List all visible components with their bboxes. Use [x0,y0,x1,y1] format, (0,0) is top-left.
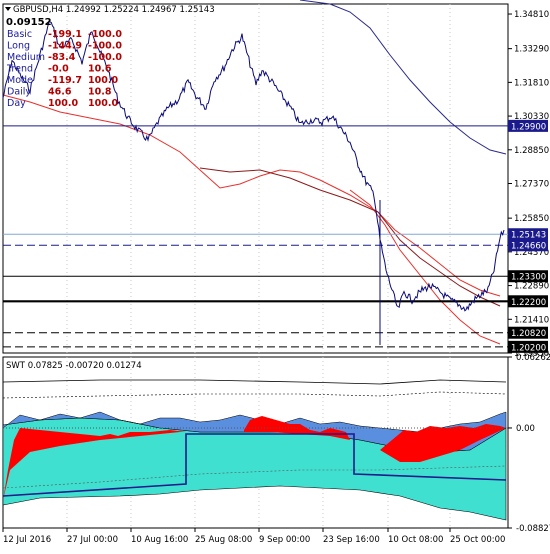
price-level-badge [508,270,548,283]
stat-value: -100.0 [88,52,122,63]
stat-value: -0.0 [48,64,69,75]
swt-inner-dash [2,465,507,489]
price-tick-label: 1.21410 [514,315,549,325]
price-level-badge [508,340,548,353]
stat-value: -199.1 [48,29,82,40]
swt-red-area [380,424,506,462]
price-level-label: 1.23300 [511,273,546,283]
indicator-title: SWT 0.07825 -0.00720 0.01274 [6,361,142,371]
stat-value: -119.7 [48,75,82,86]
swt-red-area [3,428,200,500]
indicator-tick-label: 0.06262 [516,353,550,363]
time-label: 25 Oct 00:00 [450,535,505,545]
price-level-label: 1.29900 [511,122,546,132]
stat-value: 10.6 [88,64,112,75]
price-level-label: 1.22200 [511,298,546,308]
symbol-info: GBPUSD,H4 1.24992 1.25224 1.24967 1.2514… [13,5,215,15]
indicator-tick-label: 0.00 [516,424,535,434]
stat-label: Long [7,41,30,52]
price-level-badge [508,228,548,241]
price-tick-label: 1.30330 [514,112,549,122]
price-line [2,21,505,312]
price-tick-label: 1.19930 [514,349,549,359]
ma-blue-line [299,0,507,155]
stat-label: Basic [7,29,32,40]
stat-label: Daily [7,87,31,98]
price-tick-label: 1.22890 [514,282,549,292]
stat-label: Medium [7,52,45,63]
stat-value: -83.4 [48,52,76,63]
price-tick-label: 1.24370 [514,248,549,258]
stat-value: 10.8 [88,87,112,98]
stat-value: 46.6 [48,87,72,98]
price-level-badge [508,295,548,308]
price-tick-label: 1.27370 [514,180,549,190]
time-label: 9 Sep 00:00 [259,535,310,545]
collapse-arrow-icon[interactable] [5,7,11,11]
swt-envelope-dash [2,391,507,399]
price-level-badge [508,239,548,252]
stat-label: Trend [6,64,33,75]
time-label: 25 Aug 08:00 [195,535,252,545]
ma-brown-line [199,167,501,307]
time-label: 10 Aug 16:00 [131,535,188,545]
price-tick-label: 1.33290 [514,45,549,55]
stat-value: -100.0 [88,41,122,52]
indicator-tick-label: -0.08827 [516,524,550,534]
time-label: 27 Jul 00:00 [67,535,118,545]
price-level-badge [508,119,548,132]
price-level-label: 1.25143 [511,231,546,241]
price-level-label: 1.24660 [511,242,546,252]
stat-label: Day [7,98,26,109]
stat-value: 100.0 [88,75,118,86]
price-tick-label: 1.34810 [514,10,549,20]
stat-value: 100.0 [48,98,78,109]
indicator-value: 0.09152 [6,17,52,28]
stat-label: Mode [7,75,33,86]
price-tick-label: 1.28850 [514,146,549,156]
price-level-label: 1.20820 [511,329,546,339]
price-tick-label: 1.31810 [514,78,549,88]
swt-step-line [2,433,507,497]
ma-red-line-2 [349,189,501,345]
time-label: 10 Oct 08:00 [388,535,443,545]
stat-value: 100.0 [88,98,118,109]
stat-value: -100.0 [88,29,122,40]
time-label: 12 Jul 2016 [3,535,51,545]
swt-envelope-top [2,379,507,385]
stat-value: -144.9 [48,41,82,52]
price-tick-label: 1.25850 [514,214,549,224]
price-level-label: 1.20200 [511,343,546,353]
time-label: 23 Sep 16:00 [323,535,380,545]
price-level-badge [508,326,548,339]
price-panel[interactable] [2,3,509,354]
